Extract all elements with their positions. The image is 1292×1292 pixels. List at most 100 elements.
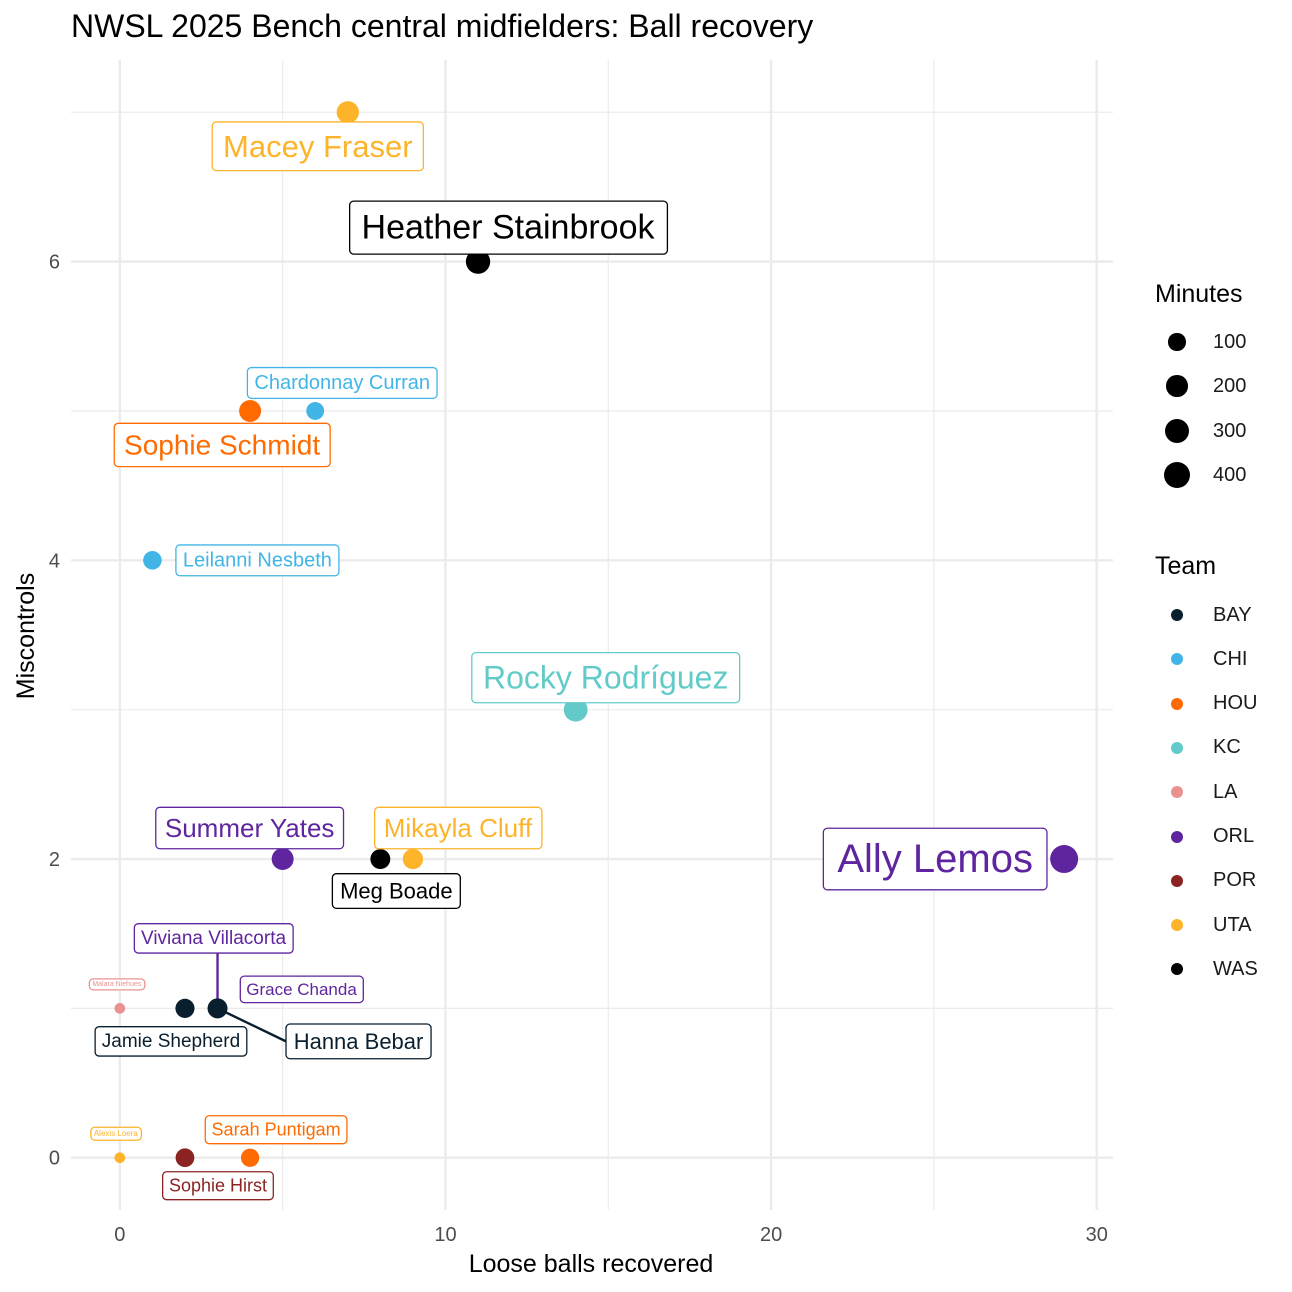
size-legend-dot bbox=[1166, 375, 1188, 397]
chart-title: NWSL 2025 Bench central midfielders: Bal… bbox=[71, 8, 814, 44]
data-point bbox=[175, 1148, 195, 1168]
team-legend-dot bbox=[1171, 786, 1183, 799]
size-legend-label: 200 bbox=[1213, 374, 1247, 397]
label-connector bbox=[217, 1007, 287, 1043]
data-point bbox=[175, 998, 195, 1018]
y-tick-label: 0 bbox=[49, 1148, 60, 1170]
size-legend-dot bbox=[1163, 461, 1191, 489]
label-box bbox=[88, 978, 146, 991]
point-label: Alexis Loera bbox=[90, 1126, 143, 1141]
label-text: Hanna Bebar bbox=[294, 1029, 424, 1054]
team-legend-item: KC bbox=[1150, 728, 1241, 768]
label-box bbox=[133, 923, 294, 954]
data-point bbox=[143, 551, 162, 570]
data-point bbox=[563, 697, 588, 722]
team-legend-key bbox=[1150, 697, 1204, 710]
point-label: Jamie Shepherd bbox=[94, 1026, 248, 1057]
team-legend-dot bbox=[1171, 609, 1183, 621]
data-point bbox=[306, 402, 325, 420]
data-point bbox=[207, 998, 228, 1019]
label-box bbox=[285, 1023, 432, 1060]
point-label: Leilanni Nesbeth bbox=[175, 544, 340, 577]
label-text: Sarah Puntigam bbox=[212, 1120, 341, 1140]
point-label: Rocky Rodríguez bbox=[471, 651, 741, 704]
size-legend-key bbox=[1150, 375, 1204, 397]
data-point bbox=[114, 1152, 126, 1164]
label-box bbox=[155, 806, 345, 850]
label-box bbox=[246, 366, 438, 400]
team-legend-key bbox=[1150, 653, 1204, 666]
team-legend-item: LA bbox=[1150, 772, 1237, 812]
label-box bbox=[471, 651, 741, 704]
data-point bbox=[239, 399, 262, 422]
point-label: Ally Lemos bbox=[822, 827, 1048, 891]
team-legend-key bbox=[1150, 741, 1204, 754]
point-label: Macey Fraser bbox=[211, 121, 425, 172]
team-legend-dot bbox=[1171, 919, 1183, 932]
point-label: Sophie Schmidt bbox=[113, 422, 331, 468]
size-legend-label: 400 bbox=[1213, 463, 1247, 486]
team-legend-label: UTA bbox=[1213, 913, 1252, 936]
point-label: Sarah Puntigam bbox=[204, 1115, 348, 1145]
label-box bbox=[113, 422, 331, 468]
point-label: Malara Niehues bbox=[88, 978, 146, 991]
size-legend-item: 300 bbox=[1150, 411, 1246, 451]
label-text: Alexis Loera bbox=[94, 1129, 139, 1138]
label-text: Heather Stainbrook bbox=[362, 209, 656, 247]
team-legend-dot bbox=[1171, 874, 1183, 887]
team-legend-key bbox=[1150, 609, 1204, 621]
label-box bbox=[90, 1126, 143, 1141]
team-legend-label: KC bbox=[1213, 736, 1241, 759]
point-label: Chardonnay Curran bbox=[246, 366, 438, 400]
size-legend-label: 300 bbox=[1213, 419, 1247, 442]
point-label: Heather Stainbrook bbox=[349, 200, 669, 255]
team-legend-key bbox=[1150, 830, 1204, 843]
point-label: Meg Boade bbox=[331, 873, 461, 910]
team-legend-label: CHI bbox=[1213, 647, 1248, 670]
team-legend-key bbox=[1150, 874, 1204, 887]
point-label: Hanna Bebar bbox=[285, 1023, 432, 1060]
label-box bbox=[331, 873, 461, 910]
data-point bbox=[114, 1003, 126, 1014]
data-point bbox=[465, 249, 491, 274]
team-legend-item: POR bbox=[1150, 861, 1256, 901]
y-tick-label: 2 bbox=[49, 849, 60, 871]
label-text: Summer Yates bbox=[165, 813, 335, 843]
label-text: Malara Niehues bbox=[92, 981, 142, 988]
label-box bbox=[94, 1026, 248, 1057]
size-legend-item: 200 bbox=[1150, 366, 1246, 406]
team-legend-dot bbox=[1171, 963, 1183, 976]
size-legend-dot bbox=[1168, 333, 1186, 351]
data-labels: Macey Fraser Heather Stainbrook Chardonnay… bbox=[88, 121, 1048, 1201]
label-text: Sophie Schmidt bbox=[124, 429, 320, 460]
label-text: Leilanni Nesbeth bbox=[183, 549, 332, 571]
x-axis-title: Loose balls recovered bbox=[469, 1250, 714, 1278]
label-box bbox=[161, 1171, 274, 1201]
x-tick-label: 30 bbox=[1086, 1224, 1108, 1246]
team-legend-title: Team bbox=[1155, 552, 1217, 580]
label-text: Macey Fraser bbox=[223, 129, 412, 164]
label-box bbox=[349, 200, 669, 255]
label-text: Rocky Rodríguez bbox=[483, 660, 728, 696]
label-text: Meg Boade bbox=[340, 879, 453, 904]
team-legend-key bbox=[1150, 786, 1204, 799]
label-text: Mikayla Cluff bbox=[384, 813, 533, 843]
team-legend-label: BAY bbox=[1213, 603, 1252, 626]
data-point bbox=[240, 1148, 260, 1167]
point-label: Summer Yates bbox=[155, 806, 345, 850]
team-legend-dot bbox=[1171, 830, 1183, 843]
label-box bbox=[175, 544, 340, 577]
team-legend-key bbox=[1150, 963, 1204, 976]
team-legend-label: HOU bbox=[1213, 692, 1258, 715]
data-points bbox=[114, 101, 1079, 1168]
label-text: Grace Chanda bbox=[246, 980, 357, 999]
label-box bbox=[211, 121, 425, 172]
size-legend-key bbox=[1150, 333, 1204, 351]
size-legend-label: 100 bbox=[1213, 330, 1247, 353]
x-tick-label: 10 bbox=[434, 1224, 456, 1246]
data-point bbox=[271, 848, 294, 871]
size-legend-key bbox=[1150, 418, 1204, 444]
data-point bbox=[336, 101, 359, 124]
size-legend-dot bbox=[1164, 418, 1190, 444]
team-legend-item: WAS bbox=[1150, 949, 1258, 989]
